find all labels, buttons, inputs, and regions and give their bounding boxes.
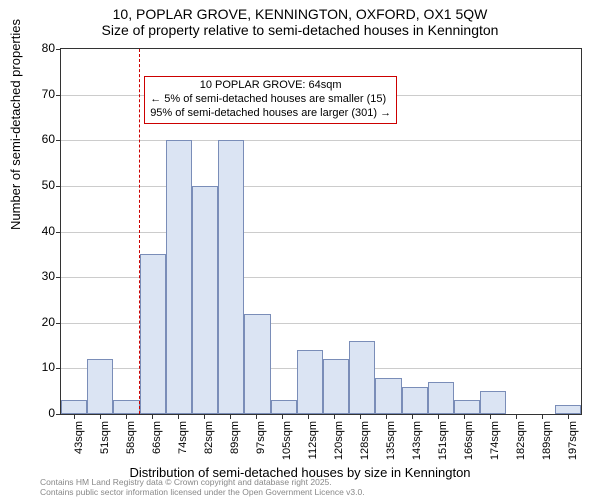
x-tick: [126, 414, 127, 419]
histogram-bar: [349, 341, 375, 414]
x-tick-label: 189sqm: [541, 421, 553, 461]
histogram-bar: [61, 400, 87, 414]
x-tick-label: 82sqm: [203, 421, 215, 461]
histogram-bar: [244, 314, 270, 414]
histogram-bar: [113, 400, 139, 414]
x-tick: [230, 414, 231, 419]
histogram-bar: [375, 378, 401, 415]
histogram-bar: [454, 400, 480, 414]
y-tick-label: 40: [25, 224, 55, 238]
x-tick: [412, 414, 413, 419]
x-tick-label: 135sqm: [385, 421, 397, 461]
reference-line: [139, 49, 140, 414]
x-tick: [386, 414, 387, 419]
footer-attribution: Contains HM Land Registry data © Crown c…: [40, 478, 365, 498]
x-tick: [152, 414, 153, 419]
histogram-bar: [192, 186, 218, 414]
histogram-bar: [428, 382, 454, 414]
x-tick-label: 166sqm: [463, 421, 475, 461]
x-tick-label: 128sqm: [359, 421, 371, 461]
x-tick-label: 143sqm: [411, 421, 423, 461]
chart-container: 10, POPLAR GROVE, KENNINGTON, OXFORD, OX…: [0, 0, 600, 500]
histogram-bar: [166, 140, 192, 414]
histogram-bar: [402, 387, 428, 414]
y-tick-label: 0: [25, 406, 55, 420]
histogram-bar: [218, 140, 244, 414]
chart-title-sub: Size of property relative to semi-detach…: [0, 22, 600, 42]
x-tick-label: 197sqm: [567, 421, 579, 461]
chart-plot-area: 10 POPLAR GROVE: 64sqm← 5% of semi-detac…: [60, 48, 582, 415]
y-tick-label: 80: [25, 41, 55, 55]
x-tick-label: 74sqm: [177, 421, 189, 461]
x-tick: [204, 414, 205, 419]
histogram-bar: [140, 254, 166, 414]
histogram-bar: [323, 359, 349, 414]
x-tick-label: 97sqm: [255, 421, 267, 461]
x-tick: [542, 414, 543, 419]
y-tick-label: 30: [25, 269, 55, 283]
x-tick: [516, 414, 517, 419]
x-tick: [438, 414, 439, 419]
annotation-line: 10 POPLAR GROVE: 64sqm: [150, 79, 391, 93]
y-tick-label: 70: [25, 87, 55, 101]
y-tick-label: 10: [25, 360, 55, 374]
y-axis-label: Number of semi-detached properties: [8, 19, 23, 230]
x-tick-label: 43sqm: [73, 421, 85, 461]
x-tick: [282, 414, 283, 419]
footer-line-2: Contains public sector information licen…: [40, 488, 365, 498]
x-tick-label: 66sqm: [151, 421, 163, 461]
chart-title-main: 10, POPLAR GROVE, KENNINGTON, OXFORD, OX…: [0, 0, 600, 22]
x-tick-label: 58sqm: [125, 421, 137, 461]
x-tick-label: 89sqm: [229, 421, 241, 461]
histogram-bar: [297, 350, 323, 414]
x-tick: [490, 414, 491, 419]
x-tick-label: 120sqm: [333, 421, 345, 461]
x-tick-label: 182sqm: [515, 421, 527, 461]
x-tick-label: 51sqm: [99, 421, 111, 461]
x-tick: [256, 414, 257, 419]
x-tick: [568, 414, 569, 419]
y-tick: [56, 414, 61, 415]
x-tick: [100, 414, 101, 419]
x-tick: [360, 414, 361, 419]
annotation-line: 95% of semi-detached houses are larger (…: [150, 107, 391, 121]
x-tick-label: 105sqm: [281, 421, 293, 461]
x-tick: [464, 414, 465, 419]
annotation-box: 10 POPLAR GROVE: 64sqm← 5% of semi-detac…: [144, 76, 397, 123]
annotation-line: ← 5% of semi-detached houses are smaller…: [150, 93, 391, 107]
x-tick: [74, 414, 75, 419]
x-tick-label: 151sqm: [437, 421, 449, 461]
histogram-bar: [271, 400, 297, 414]
x-tick: [334, 414, 335, 419]
histogram-bar: [555, 405, 581, 414]
y-tick-label: 50: [25, 178, 55, 192]
x-tick: [178, 414, 179, 419]
histogram-bar: [87, 359, 113, 414]
x-tick: [308, 414, 309, 419]
y-tick-label: 60: [25, 132, 55, 146]
x-tick-label: 112sqm: [307, 421, 319, 461]
x-tick-label: 174sqm: [489, 421, 501, 461]
histogram-bar: [480, 391, 506, 414]
y-tick-label: 20: [25, 315, 55, 329]
